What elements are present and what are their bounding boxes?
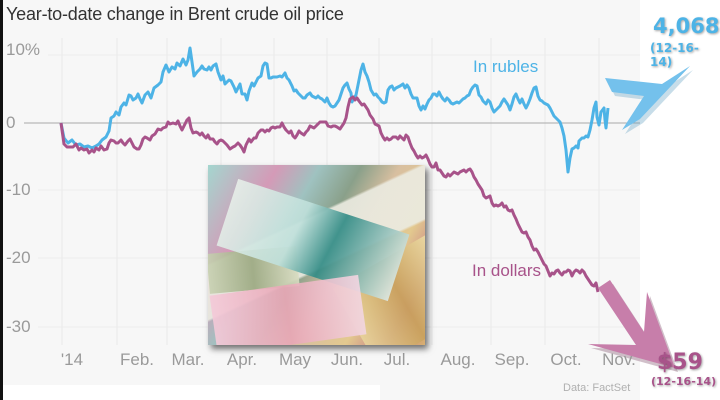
x-tick-label: Mar.	[171, 350, 205, 369]
x-tick-label: May	[278, 350, 312, 369]
dollars-arrow-icon	[588, 280, 678, 372]
rubles-value-annotation: 4,068	[653, 14, 720, 38]
dollars-date-annotation: (12-16-14)	[651, 375, 717, 388]
y-tick-label: -30	[6, 317, 31, 336]
y-tick-label: -10	[6, 180, 31, 199]
dollars-line	[59, 95, 600, 293]
rubles-date-annotation: (12-16-14)	[650, 41, 699, 69]
x-tick-label: Jul.	[383, 350, 411, 369]
footer-background	[380, 385, 640, 400]
rubles-line	[59, 46, 610, 174]
dollars-value-annotation: $59	[657, 350, 703, 375]
y-tick-label: -20	[6, 248, 31, 267]
x-tick-label: Apr.	[226, 350, 258, 369]
series-label-rubles: In rubles	[473, 57, 539, 76]
x-tick-label: Nov.	[602, 350, 636, 369]
data-source: Data: FactSet	[563, 382, 631, 394]
x-tick-label: Feb.	[119, 350, 155, 369]
x-tick-label: Sep.	[494, 350, 530, 369]
y-tick-label: 0	[6, 113, 16, 132]
left-border	[0, 0, 3, 400]
ruble-banknotes-photo	[208, 165, 425, 345]
y-tick-label: 10%	[6, 40, 41, 59]
rubles-arrow-icon	[605, 66, 693, 134]
x-tick-label: Aug.	[440, 350, 476, 369]
chart-title: Year-to-date change in Brent crude oil p…	[6, 4, 344, 24]
series-label-dollars: In dollars	[472, 261, 541, 280]
x-tick-label: Oct.	[550, 350, 582, 369]
x-tick-label: Jun.	[330, 350, 364, 369]
x-tick-label: '14	[60, 350, 84, 369]
